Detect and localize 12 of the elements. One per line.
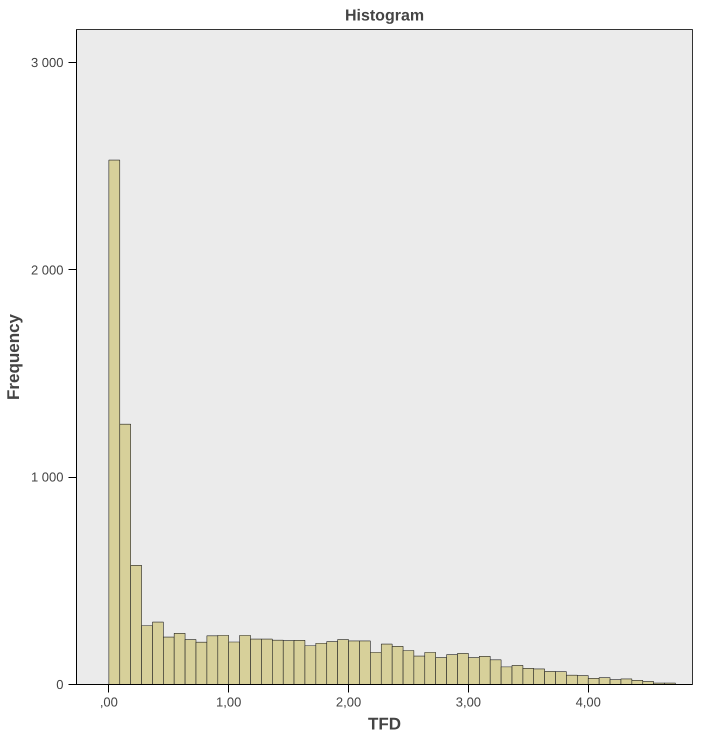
- y-tick-label: 1 000: [30, 470, 64, 485]
- chart-title: Histogram: [344, 8, 424, 24]
- x-tick-label: 2,00: [336, 694, 362, 710]
- x-tick-label: ,00: [100, 694, 118, 710]
- x-tick-label: 4,00: [576, 694, 601, 710]
- x-axis-title: TFD: [368, 714, 402, 734]
- x-tick-label: 3,00: [456, 694, 482, 710]
- y-tick-label: 2 000: [30, 262, 64, 278]
- y-tick-label: 0: [56, 677, 64, 692]
- x-tick-label: 1,00: [216, 694, 242, 710]
- y-axis-title: Frequency: [4, 313, 23, 400]
- y-tick-label: 3 000: [30, 55, 64, 70]
